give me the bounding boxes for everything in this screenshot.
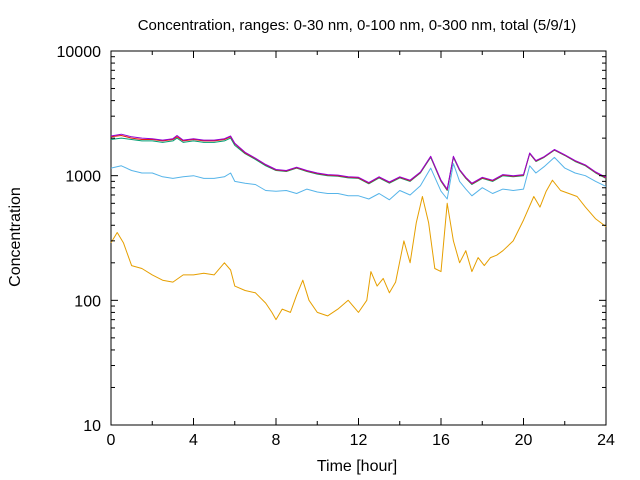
series-line-1 xyxy=(110,179,607,321)
chart-title: Concentration, ranges: 0-30 nm, 0-100 nm… xyxy=(138,17,577,34)
series-line-5 xyxy=(110,133,607,190)
y-axis-ticks: 10 100 1000 10000 xyxy=(57,44,606,435)
x-axis-ticks: 0 4 8 12 16 20 24 xyxy=(107,51,615,449)
series-layer xyxy=(110,133,607,321)
y-tick-label: 10 xyxy=(83,418,101,435)
x-tick-label: 12 xyxy=(350,432,368,449)
series-line-2 xyxy=(110,156,607,201)
series-line-4 xyxy=(110,135,607,191)
y-axis-label: Concentration xyxy=(7,187,24,287)
x-tick-label: 16 xyxy=(432,432,450,449)
x-tick-label: 20 xyxy=(515,432,533,449)
y-tick-label: 1000 xyxy=(65,169,101,186)
series-line-3 xyxy=(110,137,607,191)
x-tick-label: 8 xyxy=(272,432,281,449)
x-tick-label: 4 xyxy=(189,432,198,449)
plot-frame xyxy=(110,50,607,426)
y-tick-label: 10000 xyxy=(57,44,102,61)
plot-border xyxy=(110,50,607,426)
y-tick-label: 100 xyxy=(74,293,101,310)
x-tick-label: 0 xyxy=(107,432,116,449)
x-tick-label: 24 xyxy=(597,432,615,449)
x-axis-label: Time [hour] xyxy=(317,458,397,475)
